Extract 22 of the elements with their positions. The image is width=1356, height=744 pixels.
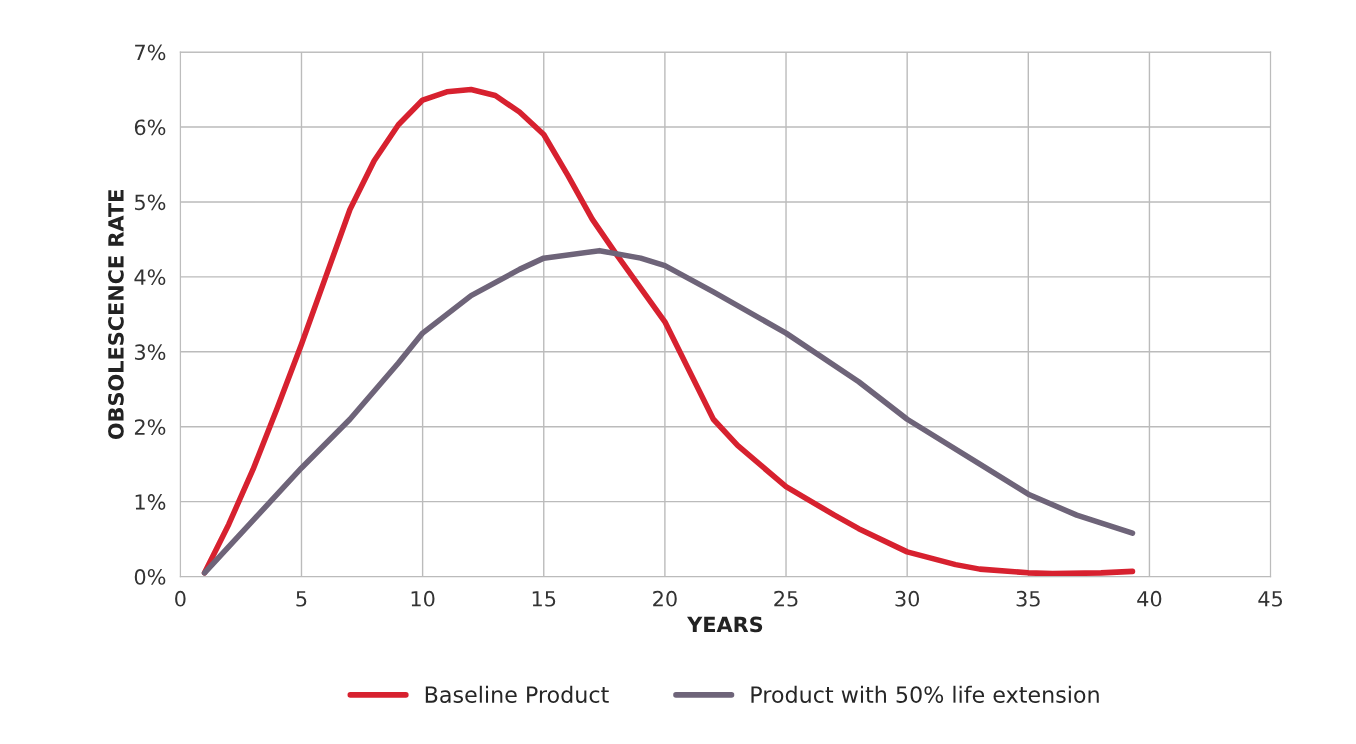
x-tick-label: 40	[1137, 590, 1162, 607]
x-tick-label: 35	[1016, 590, 1040, 607]
x-tick-label: 0	[175, 590, 186, 607]
y-tick-label: 2%	[134, 419, 166, 435]
x-tick-label: 10	[411, 590, 435, 607]
x-tick-label: 5	[296, 591, 307, 607]
y-tick-label: 7%	[135, 44, 166, 61]
x-axis-title: YEARS	[687, 616, 763, 633]
y-tick-label: 3%	[135, 344, 166, 361]
x-tick-label: 30	[895, 590, 920, 607]
x-tick-label: 15	[532, 591, 556, 607]
x-tick-label: 45	[1258, 591, 1283, 607]
y-tick-label: 6%	[134, 119, 166, 136]
legend-label: Product with 50% life extension	[751, 685, 1099, 703]
y-tick-label: 4%	[134, 269, 166, 286]
legend-label: Baseline Product	[425, 685, 609, 703]
x-tick-label: 20	[653, 590, 677, 607]
x-tick-label: 25	[774, 590, 798, 607]
y-tick-label: 5%	[135, 194, 166, 211]
y-tick-label: 1%	[135, 494, 166, 510]
y-tick-label: 0%	[134, 569, 166, 585]
y-axis-title: OBSOLESCENCE RATE	[108, 190, 124, 440]
